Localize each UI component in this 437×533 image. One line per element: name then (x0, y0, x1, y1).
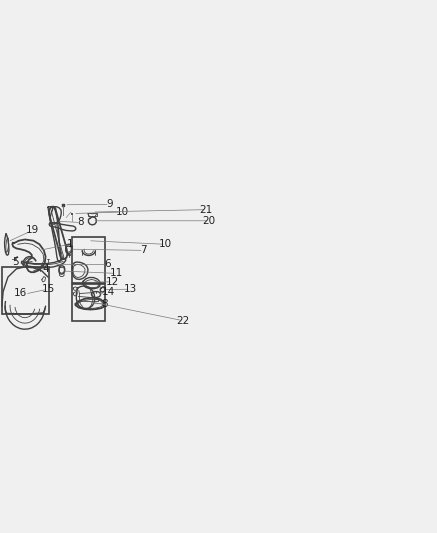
Bar (72, 284, 105, 321)
Text: 14: 14 (102, 287, 115, 296)
Text: 16: 16 (14, 288, 27, 298)
Text: 8: 8 (77, 217, 84, 228)
Bar (2, 267, 49, 314)
Text: 11: 11 (110, 269, 123, 278)
Bar (72, 237, 105, 283)
Text: 1: 1 (66, 239, 73, 249)
Text: 10: 10 (159, 239, 172, 249)
Text: 6: 6 (104, 260, 111, 270)
Text: 5: 5 (12, 257, 19, 267)
Text: 7: 7 (140, 245, 147, 255)
Text: 19: 19 (26, 225, 39, 236)
Text: 4: 4 (42, 264, 49, 274)
Text: 12: 12 (106, 277, 119, 287)
Text: 9: 9 (107, 199, 113, 209)
Text: 21: 21 (200, 205, 213, 215)
Text: 10: 10 (115, 207, 128, 217)
Text: 15: 15 (42, 284, 55, 294)
Text: 20: 20 (202, 216, 215, 226)
Text: 22: 22 (177, 316, 190, 326)
Text: 8: 8 (102, 298, 108, 309)
Text: 13: 13 (124, 284, 137, 294)
